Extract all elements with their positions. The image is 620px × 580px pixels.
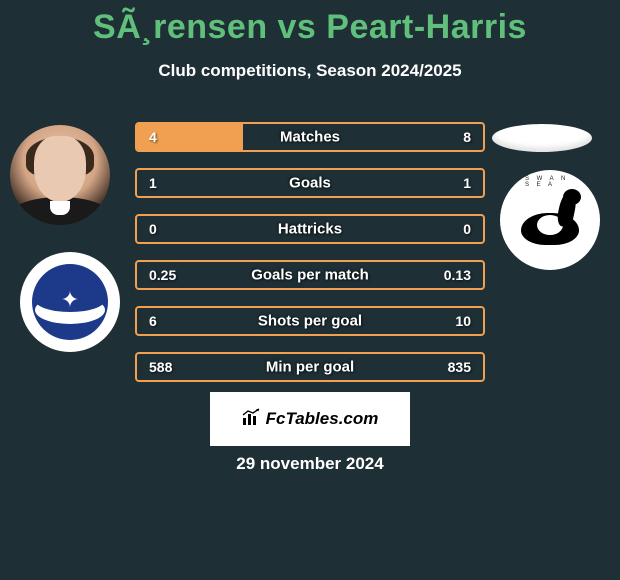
bar-value-left: 0 — [149, 221, 157, 237]
bar-label: Shots per goal — [137, 313, 483, 330]
bar-value-left: 588 — [149, 359, 172, 375]
bar-label: Goals — [137, 175, 483, 192]
bar-value-left: 6 — [149, 313, 157, 329]
star-icon: ✦ — [61, 287, 79, 313]
bar-value-right: 0 — [463, 221, 471, 237]
bar-value-right: 1 — [463, 175, 471, 191]
bar-label: Hattricks — [137, 221, 483, 238]
source-text: FcTables.com — [266, 409, 379, 429]
player-left-club-badge: ✦ — [20, 252, 120, 352]
bar-label: Goals per match — [137, 267, 483, 284]
player-right-club-badge: S W A N S E A — [500, 170, 600, 270]
bar-value-right: 0.13 — [444, 267, 471, 283]
source-attribution: FcTables.com — [210, 392, 410, 446]
bar-row: 0.25 0.13Goals per match — [135, 260, 485, 290]
bar-row: 48Matches — [135, 122, 485, 152]
bar-value-right: 835 — [448, 359, 471, 375]
bar-row: 1 1Goals — [135, 168, 485, 198]
bar-row: 0 0Hattricks — [135, 214, 485, 244]
bar-row: 6 10Shots per goal — [135, 306, 485, 336]
chart-icon — [242, 408, 262, 431]
page-subtitle: Club competitions, Season 2024/2025 — [0, 61, 620, 81]
comparison-infographic: SÃ¸rensen vs Peart-Harris Club competiti… — [0, 0, 620, 580]
bar-value-right: 8 — [463, 129, 471, 145]
bar-row: 588 835Min per goal — [135, 352, 485, 382]
player-left-avatar — [10, 125, 110, 225]
bar-label: Min per goal — [137, 359, 483, 376]
bar-value-left: 0.25 — [149, 267, 176, 283]
page-title: SÃ¸rensen vs Peart-Harris — [0, 0, 620, 47]
bar-value-left: 1 — [149, 175, 157, 191]
bar-value-left: 4 — [149, 129, 157, 145]
comparison-bars: 48Matches11Goals00Hattricks0.250.13Goals… — [135, 122, 485, 398]
player-right-avatar — [492, 124, 592, 152]
date-label: 29 november 2024 — [0, 454, 620, 474]
bar-value-right: 10 — [455, 313, 471, 329]
